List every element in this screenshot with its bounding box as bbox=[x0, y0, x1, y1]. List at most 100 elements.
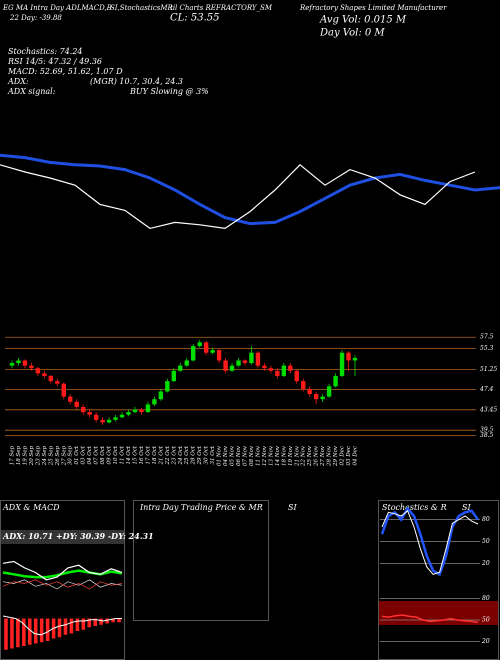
bar bbox=[111, 618, 115, 623]
candle-body bbox=[346, 352, 351, 361]
candle-body bbox=[203, 342, 209, 353]
avg-volume: Avg Vol: 0.015 M bbox=[319, 15, 407, 26]
x-tick-label: 23 Oct bbox=[171, 445, 177, 465]
bar bbox=[45, 618, 50, 641]
line bbox=[2, 579, 123, 590]
adx-header-bg bbox=[1, 530, 124, 544]
candle-body bbox=[93, 414, 99, 420]
line bbox=[380, 506, 480, 577]
bar bbox=[81, 618, 86, 630]
line bbox=[2, 579, 123, 590]
candle-body bbox=[29, 365, 34, 369]
y-tick-label: 80 bbox=[482, 595, 490, 602]
adx-values: (MGR) 10.7, 30.4, 24.3 bbox=[90, 77, 183, 86]
x-tick-label: 27 Sep bbox=[61, 446, 67, 467]
y-tick-label: 50 bbox=[482, 617, 490, 624]
header-text: Refractory Shapes Limited Manufacturer bbox=[299, 4, 447, 12]
header-text: SI,StochasticsMR bbox=[110, 4, 174, 12]
bar bbox=[39, 618, 44, 643]
candle-body bbox=[9, 363, 15, 366]
x-tick-label: 17 Oct bbox=[145, 445, 151, 464]
candle-body bbox=[113, 417, 118, 420]
candle-body bbox=[139, 409, 144, 413]
candle-body bbox=[132, 409, 138, 413]
candle-body bbox=[16, 360, 21, 364]
panel-frame bbox=[133, 500, 269, 621]
candle-body bbox=[61, 383, 66, 397]
stoch-text: Stochastics: 74.24 bbox=[8, 47, 83, 56]
bar bbox=[105, 618, 109, 624]
line bbox=[0, 153, 500, 226]
candle-body bbox=[42, 373, 47, 376]
x-tick-label: 01 Nov bbox=[217, 445, 223, 466]
candle-body bbox=[236, 360, 241, 366]
candle-body bbox=[126, 412, 131, 415]
panel-title: ADX & MACD bbox=[2, 503, 60, 512]
x-tick-label: 05 Nov bbox=[230, 445, 236, 466]
y-tick-label: 38.5 bbox=[480, 432, 494, 439]
candle-body bbox=[171, 370, 176, 382]
macd-text: MACD: 52.69, 51.62, 1.07 D bbox=[7, 67, 123, 76]
bar bbox=[93, 618, 98, 626]
rsi-band bbox=[379, 601, 498, 625]
x-tick-label: 19 Nov bbox=[288, 445, 294, 466]
candle-body bbox=[275, 370, 280, 376]
header-text: EG MA Intra Day ADLMACD,B bbox=[2, 4, 112, 12]
x-tick-label: 26 Sep bbox=[55, 446, 61, 467]
x-tick-label: 25 Nov bbox=[307, 445, 313, 467]
candle-body bbox=[294, 370, 299, 382]
x-tick-label: 20 Sep bbox=[29, 446, 35, 467]
x-tick-label: 23 Sep bbox=[35, 446, 41, 467]
x-tick-label: 21 Oct bbox=[158, 445, 164, 465]
x-tick-label: 02 Dec bbox=[340, 446, 346, 466]
adx-readout: ADX: 10.71 +DY: 30.39 -DY: 24.31 bbox=[2, 531, 154, 541]
candle-body bbox=[22, 360, 28, 366]
candle-body bbox=[68, 396, 73, 402]
candle-body bbox=[281, 365, 287, 376]
candle-body bbox=[307, 388, 312, 395]
x-tick-label: 17 Sep bbox=[10, 446, 16, 466]
bar bbox=[63, 618, 68, 635]
x-tick-label: 12 Nov bbox=[262, 445, 268, 466]
candle-body bbox=[326, 386, 332, 397]
candle-body bbox=[158, 391, 164, 400]
adx-signal: ADX signal: bbox=[7, 87, 56, 96]
bar bbox=[57, 618, 62, 638]
x-tick-label: 08 Oct bbox=[100, 445, 106, 464]
candle-body bbox=[229, 365, 235, 371]
candle-body bbox=[301, 381, 306, 389]
panel-frame bbox=[378, 500, 499, 660]
candle-body bbox=[106, 419, 112, 423]
panel-title: SI bbox=[462, 503, 471, 512]
x-tick-label: 28 Nov bbox=[327, 445, 333, 467]
candle-body bbox=[210, 350, 215, 353]
candle-body bbox=[288, 365, 293, 371]
x-tick-label: 26 Nov bbox=[314, 445, 320, 467]
y-tick-label: 51.25 bbox=[480, 366, 497, 373]
x-tick-label: 19 Sep bbox=[22, 446, 28, 466]
line bbox=[2, 560, 123, 581]
x-tick-label: 06 Nov bbox=[236, 445, 242, 466]
adx-text: ADX: bbox=[7, 77, 29, 86]
y-tick-label: 20 bbox=[481, 638, 490, 645]
bar bbox=[4, 618, 8, 650]
bar bbox=[10, 618, 14, 649]
bar bbox=[117, 618, 121, 623]
x-tick-label: 07 Oct bbox=[94, 445, 100, 464]
x-tick-label: 14 Oct bbox=[126, 445, 132, 464]
x-tick-label: 09 Oct bbox=[107, 445, 113, 464]
x-tick-label: 25 Sep bbox=[48, 446, 54, 467]
candle-body bbox=[352, 357, 358, 361]
x-tick-label: 21 Nov bbox=[294, 445, 300, 467]
y-tick-label: 57.5 bbox=[480, 334, 494, 341]
bar bbox=[27, 618, 32, 645]
x-tick-label: 14 Nov bbox=[275, 445, 281, 466]
candle-body bbox=[333, 375, 338, 387]
candle-body bbox=[223, 360, 228, 371]
candle-body bbox=[87, 412, 92, 415]
candle-body bbox=[320, 396, 325, 400]
y-tick-label: 80 bbox=[482, 516, 490, 523]
y-tick-label: 39.5 bbox=[480, 427, 494, 434]
x-tick-label: 18 Oct bbox=[152, 445, 158, 464]
